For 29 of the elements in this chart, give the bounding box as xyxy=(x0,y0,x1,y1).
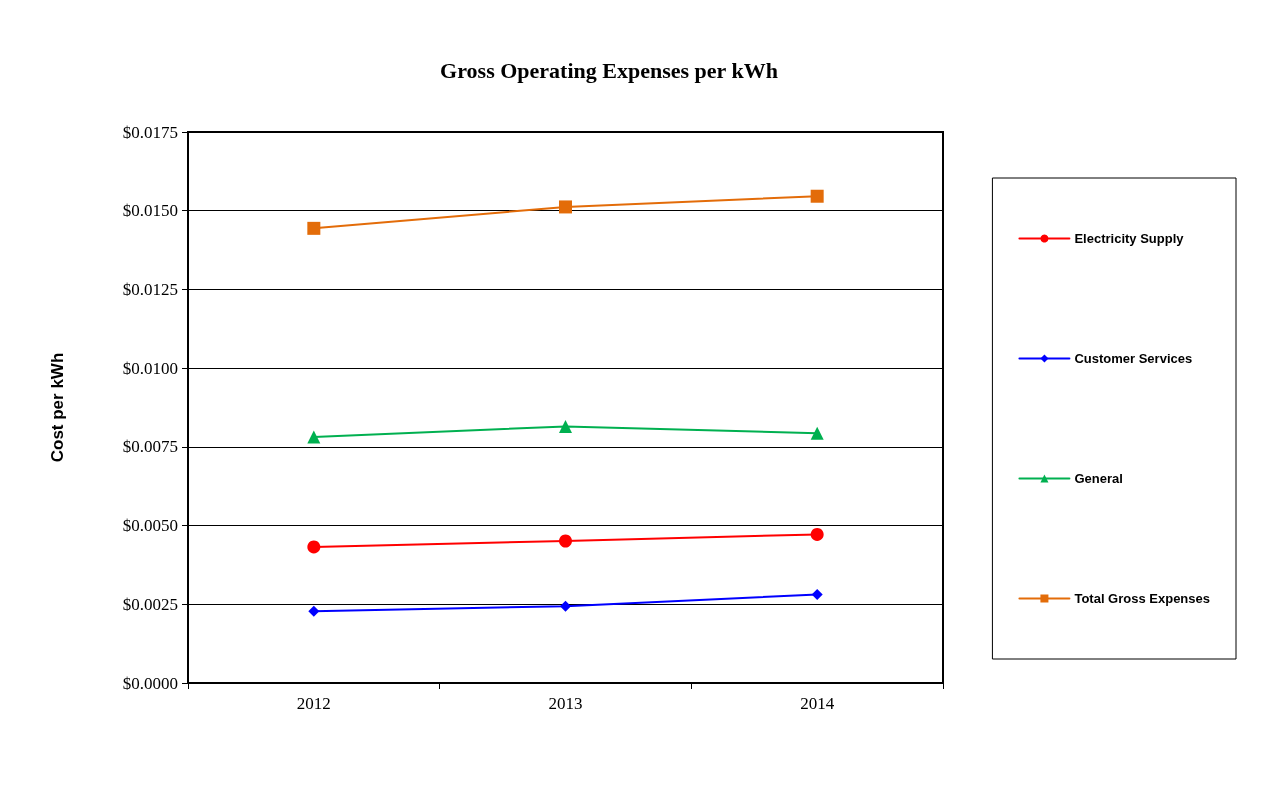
legend-label: Electricity Supply xyxy=(1074,231,1185,246)
point xyxy=(559,200,572,214)
point xyxy=(559,419,572,433)
x-tick-label: 2012 xyxy=(296,694,331,713)
y-tick-label: $0.0125 xyxy=(122,279,178,299)
y-tick-label: $0.0150 xyxy=(122,201,178,221)
point xyxy=(560,600,571,612)
x-tick-label: 2013 xyxy=(548,694,583,713)
legend-label: General xyxy=(1074,471,1123,486)
point xyxy=(559,534,572,548)
point xyxy=(811,589,823,601)
y-tick-label: $0.0000 xyxy=(122,673,178,693)
point xyxy=(307,540,321,554)
y-tick-label: $0.0025 xyxy=(122,594,178,614)
point xyxy=(308,605,320,617)
point xyxy=(307,430,321,444)
y-axis-title: Cost per kWh xyxy=(48,352,67,463)
point xyxy=(810,527,824,541)
point xyxy=(810,189,824,203)
y-tick-label: $0.0100 xyxy=(122,358,178,378)
chart-title: Gross Operating Expenses per kWh xyxy=(440,57,778,83)
y-tick-label: $0.0050 xyxy=(122,516,178,536)
y-tick-label: $0.0175 xyxy=(122,122,178,142)
x-tick-label: 2014 xyxy=(800,694,835,713)
legend-label: Total Gross Expenses xyxy=(1074,591,1211,606)
legend-label: Customer Services xyxy=(1074,351,1193,366)
point xyxy=(810,426,824,440)
point xyxy=(307,221,321,235)
y-tick-label: $0.0075 xyxy=(122,437,178,457)
